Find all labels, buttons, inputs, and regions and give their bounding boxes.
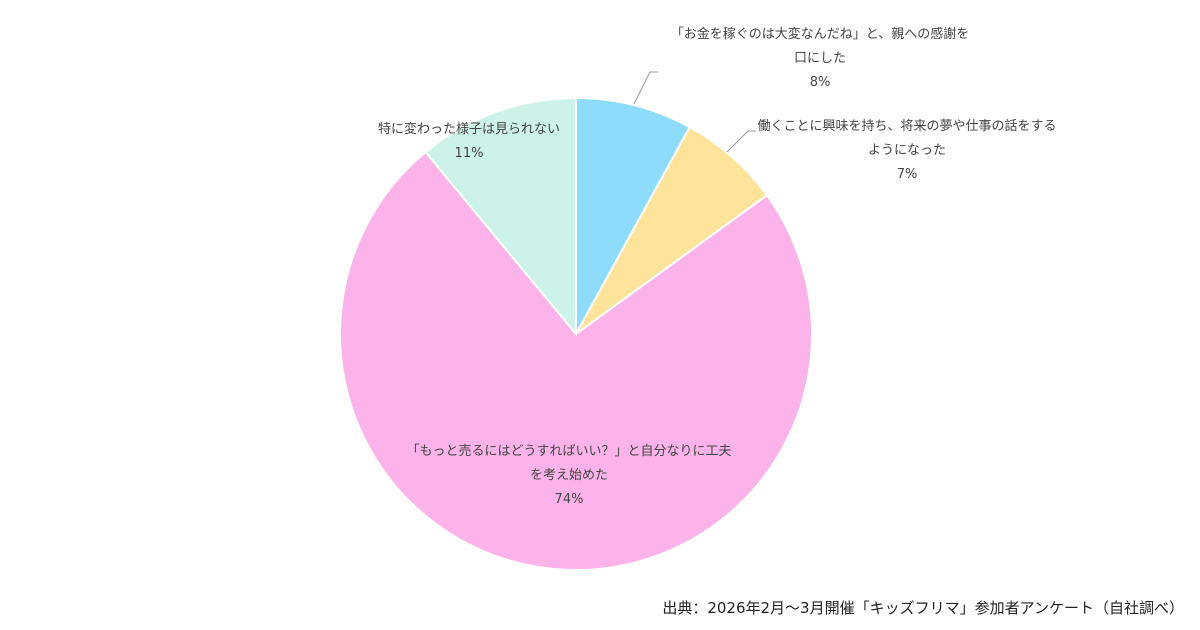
pie-slice-1 xyxy=(575,96,692,335)
pie-slice-3 xyxy=(339,150,813,571)
slice-label-text: 働くことに興味を持ち、将来の夢や仕事の話をする xyxy=(757,118,1056,134)
slice-value-label: 74% xyxy=(555,492,584,507)
pie-slice-4 xyxy=(424,96,577,337)
slice-label-4: 特に変わった様子は見られない 11% xyxy=(378,121,560,161)
slice-value-label: 11% xyxy=(455,146,484,161)
source-note: 出典：2026年2月〜3月開催「キッズフリマ」参加者アンケート（自社調べ） xyxy=(662,599,1184,617)
slice-value-label: 7% xyxy=(897,167,918,182)
slice-label-text: を考え始めた xyxy=(530,468,608,483)
leader-lines xyxy=(633,71,756,153)
slice-label-text: ようになった xyxy=(868,143,946,158)
leader-line-2 xyxy=(726,130,756,153)
slice-label-text: 「もっと売るにはどうすればいい？」と自分なりに工夫 xyxy=(406,443,731,459)
pie-slices xyxy=(339,96,813,571)
pie-slice-2 xyxy=(575,125,769,335)
slice-label-text: 「お金を稼ぐのは大変なんだね」と、親への感謝を xyxy=(671,26,969,42)
leader-line-1 xyxy=(633,71,658,105)
slice-value-label: 8% xyxy=(810,75,831,90)
slice-label-text: 口にした xyxy=(794,51,846,66)
slice-label-text: 特に変わった様子は見られない xyxy=(378,121,560,137)
